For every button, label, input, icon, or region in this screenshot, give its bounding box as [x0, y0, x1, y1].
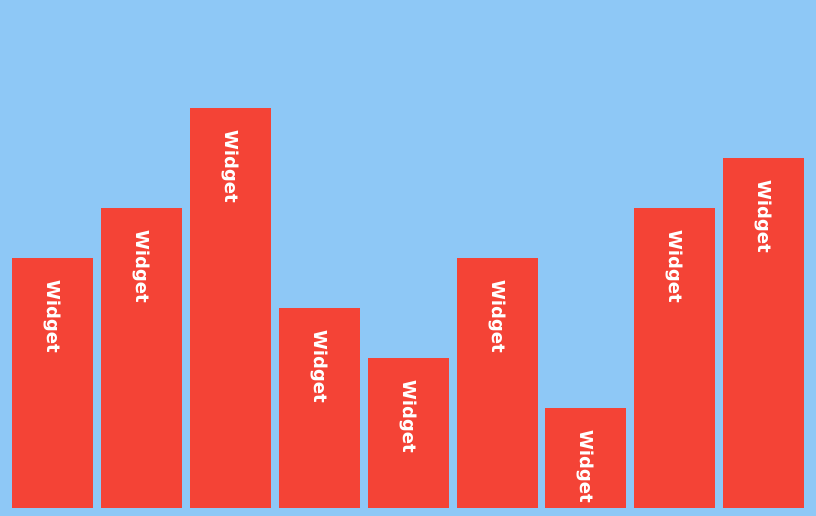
widget-label: Widget [487, 280, 508, 353]
widget-label: Widget [309, 330, 330, 403]
widget-tile-8[interactable]: Widget [634, 208, 715, 508]
widget-tile-4[interactable]: Widget [279, 308, 360, 508]
widget-label: Widget [131, 230, 152, 303]
widget-tile-3[interactable]: Widget [190, 108, 271, 508]
widget-label: Widget [753, 180, 774, 253]
widget-tile-5[interactable]: Widget [368, 358, 449, 508]
widget-label: Widget [575, 430, 596, 503]
widget-tile-9[interactable]: Widget [723, 158, 804, 508]
widget-tile-2[interactable]: Widget [101, 208, 182, 508]
widget-tile-7[interactable]: Widget [545, 408, 626, 508]
widget-label: Widget [220, 130, 241, 203]
widget-label: Widget [398, 380, 419, 453]
widget-label: Widget [42, 280, 63, 353]
widget-tile-6[interactable]: Widget [457, 258, 538, 508]
widget-tile-1[interactable]: Widget [12, 258, 93, 508]
widget-label: Widget [664, 230, 685, 303]
